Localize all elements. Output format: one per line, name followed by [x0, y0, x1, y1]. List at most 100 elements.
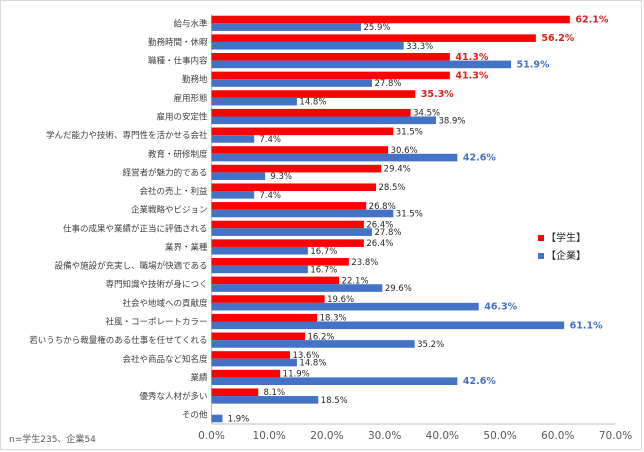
x-tick-label: 50.0% — [483, 430, 516, 442]
category-label: 企業戦略やビジョン — [131, 205, 208, 216]
student-value-label: 56.2% — [541, 33, 574, 44]
company-bar — [211, 284, 383, 292]
student-value-label: 8.1% — [263, 388, 285, 398]
student-value-label: 31.5% — [396, 127, 423, 137]
student-bar — [211, 15, 570, 24]
category-label: 会社や商品など知名度 — [122, 354, 208, 365]
student-value-label: 41.3% — [455, 52, 488, 63]
company-value-label: 35.2% — [417, 340, 444, 350]
category-label: 社風・コーポレートカラー — [105, 317, 207, 328]
company-value-label: 25.9% — [363, 23, 390, 33]
student-bar — [211, 220, 364, 229]
category-label: 経営者が魅力的である — [123, 167, 208, 178]
student-value-label: 18.3% — [320, 314, 347, 324]
company-value-label: 1.9% — [228, 414, 250, 424]
student-value-label: 34.5% — [413, 109, 440, 119]
student-bar — [211, 276, 340, 285]
company-bar — [211, 340, 415, 348]
company-bar — [211, 246, 308, 255]
student-bar — [211, 257, 349, 266]
company-value-label: 31.5% — [396, 209, 423, 219]
company-value-label: 29.6% — [385, 284, 412, 294]
student-value-label: 26.4% — [366, 239, 393, 249]
x-tick-label: 40.0% — [426, 430, 459, 442]
category-label: 雇用の安定性 — [156, 112, 208, 123]
company-bar — [211, 414, 223, 423]
legend-label: 【学生】 — [546, 231, 586, 244]
student-bar — [211, 295, 325, 303]
category-label: 優秀な人材が多い — [139, 391, 207, 402]
company-value-label: 7.4% — [259, 191, 281, 201]
company-value-label: 33.3% — [406, 42, 433, 52]
student-bar — [211, 146, 389, 154]
student-value-label: 23.8% — [351, 258, 378, 268]
category-label: 勤務時間・休暇 — [148, 37, 208, 48]
student-value-label: 29.4% — [384, 165, 411, 175]
company-value-label: 61.1% — [570, 320, 603, 331]
company-value-label: 14.8% — [299, 359, 326, 369]
student-bar — [211, 239, 364, 247]
student-bar — [211, 202, 367, 210]
legend-label: 【企業】 — [546, 249, 586, 262]
company-value-label: 18.5% — [321, 396, 348, 406]
category-label: 業績 — [190, 372, 208, 383]
student-bar — [211, 108, 411, 117]
student-bar — [211, 164, 382, 173]
company-value-label: 7.4% — [259, 135, 281, 145]
student-bar — [211, 369, 281, 378]
company-value-label: 42.6% — [463, 376, 496, 387]
company-bar — [211, 396, 319, 404]
student-value-label: 26.4% — [366, 221, 393, 231]
company-value-label: 38.9% — [439, 116, 466, 126]
company-bar — [211, 153, 458, 162]
category-label: 設備や施設が充実し、職場が快適である — [55, 261, 208, 272]
student-bar — [211, 90, 416, 98]
company-bar — [211, 172, 266, 181]
student-value-label: 22.1% — [342, 276, 369, 286]
category-label: 給与水準 — [173, 18, 208, 29]
x-tick-label: 60.0% — [541, 430, 574, 442]
category-label: 教育・研修制度 — [148, 149, 208, 160]
category-label: 若いうちから裁量権のある仕事を任せてくれる — [29, 335, 207, 346]
legend-swatch — [538, 235, 544, 241]
category-label: 仕事の成果や業績が正当に評価される — [63, 223, 208, 234]
company-bar — [211, 79, 372, 87]
company-value-label: 16.7% — [310, 265, 337, 275]
category-label: その他 — [182, 410, 208, 421]
company-bar — [211, 265, 308, 274]
company-bar — [211, 60, 512, 69]
x-tick-label: 0.0% — [198, 430, 225, 442]
student-value-label: 19.6% — [327, 295, 354, 305]
student-value-label: 16.2% — [307, 332, 334, 342]
company-bar — [211, 321, 565, 330]
legend-swatch — [538, 253, 544, 259]
student-bar — [211, 388, 259, 397]
company-bar — [211, 377, 458, 386]
category-label: 勤務地 — [182, 74, 208, 85]
company-value-label: 42.6% — [463, 153, 496, 164]
category-label: 会社の売上・利益 — [139, 186, 208, 197]
company-bar — [211, 209, 394, 218]
category-label: 学んだ能力や技術、専門性を活かせる会社 — [46, 130, 208, 141]
student-value-label: 13.6% — [292, 351, 319, 361]
company-bar — [211, 116, 437, 125]
company-bar — [211, 135, 255, 143]
student-bar — [211, 183, 376, 192]
category-label: 専門知識や技術が身につく — [105, 279, 207, 290]
student-value-label: 28.5% — [378, 183, 405, 193]
company-bar — [211, 191, 255, 199]
company-value-label: 9.3% — [270, 172, 292, 182]
company-bar — [211, 97, 297, 106]
company-bar — [211, 228, 372, 236]
student-value-label: 11.9% — [283, 370, 310, 380]
student-bar — [211, 351, 290, 359]
student-value-label: 35.3% — [421, 89, 454, 100]
category-label: 業界・業種 — [165, 242, 208, 253]
student-value-label: 41.3% — [455, 70, 488, 81]
category-label: 社会や地域への貢献度 — [122, 298, 208, 309]
x-tick-label: 10.0% — [253, 430, 286, 442]
company-value-label: 14.8% — [299, 98, 326, 108]
x-tick-label: 20.0% — [310, 430, 343, 442]
